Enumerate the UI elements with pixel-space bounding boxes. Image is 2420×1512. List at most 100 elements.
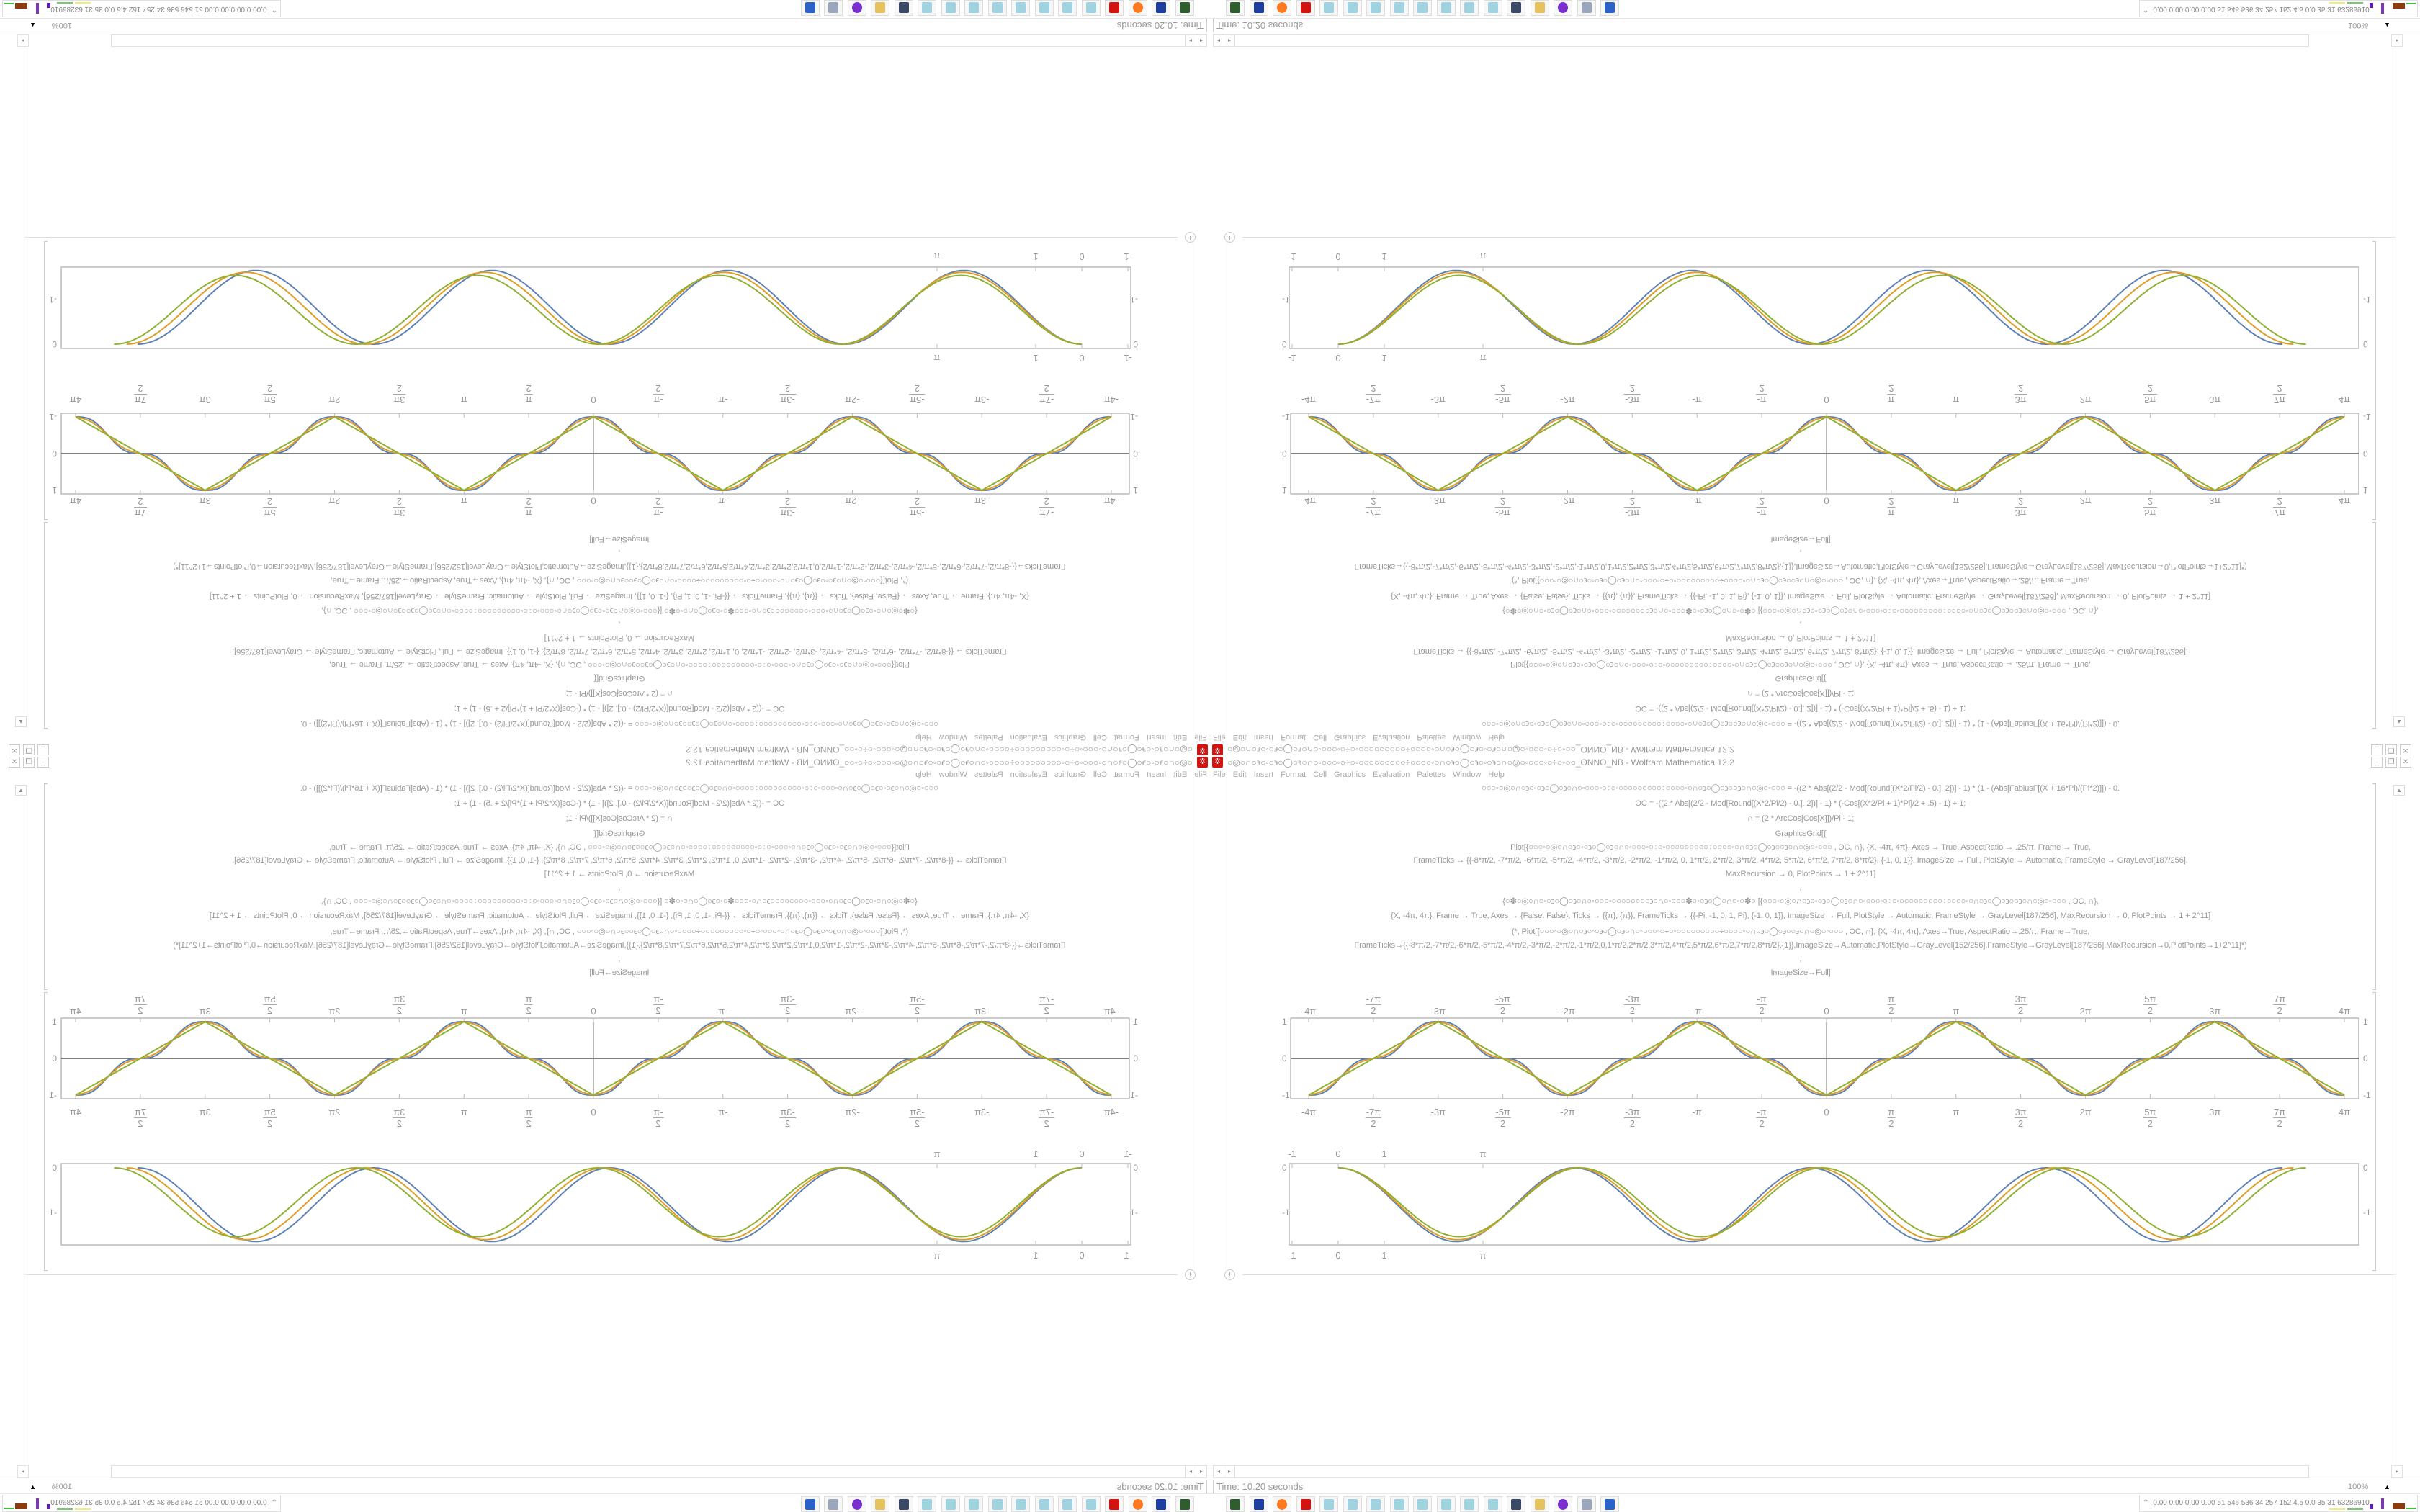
folder-icon[interactable] — [1530, 1496, 1549, 1512]
scroll-right-arrow-icon[interactable]: ▸ — [1185, 35, 1196, 46]
terminal-icon[interactable] — [1175, 1496, 1194, 1512]
purple-app-icon[interactable] — [1554, 0, 1572, 16]
scroll-right-end-icon[interactable]: ▸ — [17, 34, 29, 47]
notepad-icon[interactable] — [1413, 1496, 1432, 1512]
code-line[interactable]: ImageSize→Full] — [1770, 968, 1831, 977]
input-cell-bracket[interactable] — [2372, 783, 2376, 990]
code-line[interactable]: GraphicsGrid[{ — [1775, 829, 1827, 838]
tray-expand-icon[interactable]: ⌃ — [271, 1499, 277, 1507]
monitor-icon[interactable] — [895, 0, 913, 16]
purple-app-icon[interactable] — [1554, 1496, 1572, 1512]
scroll-icon[interactable] — [1577, 0, 1596, 16]
folder-icon[interactable] — [1530, 0, 1549, 16]
firefox-icon[interactable] — [1273, 0, 1291, 16]
horizontal-scrollbar[interactable]: ◂ ▸ — [1213, 34, 2309, 47]
code-line[interactable]: , — [1799, 955, 1802, 963]
notepad-icon[interactable] — [1035, 1496, 1054, 1512]
add-cell-plus-icon[interactable]: + — [1224, 232, 1235, 243]
cell-insertion-line[interactable] — [25, 237, 1178, 238]
scroll-right-arrow-icon[interactable]: ▸ — [1185, 1466, 1196, 1477]
notepad-icon[interactable] — [1483, 1496, 1502, 1512]
terminal-icon[interactable] — [1226, 0, 1245, 16]
add-cell-plus-icon[interactable]: + — [1224, 1269, 1235, 1280]
window-icon[interactable] — [1600, 0, 1619, 16]
zoom-level[interactable]: 100% — [2348, 21, 2369, 30]
mathematica-icon[interactable] — [1105, 0, 1124, 16]
notepad-icon[interactable] — [1366, 1496, 1385, 1512]
output-cell-bracket[interactable] — [2372, 992, 2376, 1271]
restore-button[interactable]: ❐ — [2385, 757, 2397, 768]
zoom-level[interactable]: 100% — [51, 21, 72, 30]
cell-insertion-line[interactable] — [1242, 237, 2395, 238]
monitor-icon[interactable] — [1507, 1496, 1525, 1512]
code-line[interactable]: ϽC = -((2 * Abs[(2/2 - Mod[Round[(X*2/Pi… — [1635, 799, 1966, 808]
close-button[interactable]: ✕ — [2400, 757, 2411, 768]
scroll-right-arrow-icon[interactable]: ▸ — [1224, 35, 1235, 46]
notepad-icon[interactable] — [1483, 0, 1502, 16]
folder-icon[interactable] — [871, 0, 890, 16]
notepad-icon[interactable] — [1389, 1496, 1409, 1512]
notepad-icon[interactable] — [1082, 0, 1101, 16]
notepad-icon[interactable] — [1035, 0, 1054, 16]
notepad-icon[interactable] — [1082, 1496, 1101, 1512]
horizontal-scrollbar[interactable]: ◂ ▸ — [111, 1465, 1207, 1478]
scroll-icon[interactable] — [1577, 1496, 1596, 1512]
zoom-menu-arrow-icon[interactable]: ▲ — [30, 1483, 36, 1490]
notepad-icon[interactable] — [964, 0, 984, 16]
notepad-icon[interactable] — [1460, 1496, 1479, 1512]
floppy-64-icon[interactable] — [1249, 1496, 1268, 1512]
code-line[interactable]: ○○○◦○◎○∩○϶○◦○϶○◯○϶○∩○◦○○○◦○÷○◦○○○○○○○○○÷… — [1482, 784, 2120, 793]
menu-evaluation[interactable]: Evaluation — [1373, 770, 1410, 779]
cell-insertion-line[interactable] — [1242, 1274, 2395, 1275]
menu-cell[interactable]: Cell — [1313, 770, 1327, 779]
menu-window[interactable]: Window — [1453, 770, 1482, 779]
menu-edit[interactable]: Edit — [1232, 770, 1247, 779]
notepad-icon[interactable] — [1319, 0, 1338, 16]
terminal-icon[interactable] — [1226, 1496, 1245, 1512]
floppy-64-icon[interactable] — [1152, 1496, 1171, 1512]
scroll-left-arrow-icon[interactable]: ◂ — [1214, 35, 1224, 46]
terminal-icon[interactable] — [1175, 0, 1194, 16]
purple-app-icon[interactable] — [848, 0, 866, 16]
vertical-scrollbar[interactable]: ▲ — [2393, 43, 2405, 727]
notepad-icon[interactable] — [918, 0, 937, 16]
code-line[interactable]: (*, Plot[{○○○◦○◎○∩○϶○◦○϶○◯○϶○∩○◦○○○◦○÷○◦… — [1511, 927, 2090, 936]
menu-graphics[interactable]: Graphics — [1334, 770, 1366, 779]
notepad-icon[interactable] — [1011, 0, 1031, 16]
notepad-icon[interactable] — [1436, 0, 1456, 16]
code-line[interactable]: Plot[{○○○◦○◎○∩○϶○◦○϶○◯○϶○∩○◦○○○◦○÷○◦○○○○… — [1510, 843, 2091, 852]
scroll-icon[interactable] — [824, 1496, 843, 1512]
menu-help[interactable]: Help — [1488, 770, 1505, 779]
folder-icon[interactable] — [871, 1496, 890, 1512]
code-line[interactable]: FrameTicks → {{-8*π/2, -7*π/2, -6*π/2, -… — [1413, 856, 2188, 865]
scroll-right-end-icon[interactable]: ▸ — [2391, 34, 2403, 47]
add-cell-plus-icon[interactable]: + — [1185, 1269, 1196, 1280]
mathematica-icon[interactable] — [1105, 1496, 1124, 1512]
cell-insertion-line[interactable] — [25, 1274, 1178, 1275]
mathematica-icon[interactable] — [1296, 0, 1315, 16]
code-line[interactable]: ∩ = (2 * ArcCos[Cos[X]])/Pi - 1; — [1747, 814, 1855, 823]
zoom-menu-arrow-icon[interactable]: ▲ — [2384, 1483, 2390, 1490]
notepad-icon[interactable] — [1011, 1496, 1031, 1512]
add-cell-plus-icon[interactable]: + — [1185, 232, 1196, 243]
notepad-icon[interactable] — [1460, 0, 1479, 16]
notepad-icon[interactable] — [918, 1496, 937, 1512]
notepad-icon[interactable] — [1389, 0, 1409, 16]
floppy-64-icon[interactable] — [1249, 0, 1268, 16]
horizontal-scrollbar[interactable]: ◂ ▸ — [111, 34, 1207, 47]
scroll-up-arrow-icon[interactable]: ▲ — [2393, 716, 2405, 727]
scroll-up-arrow-icon[interactable]: ▲ — [2393, 785, 2405, 796]
scroll-up-arrow-icon[interactable]: ▲ — [15, 785, 27, 796]
scroll-right-end-icon[interactable]: ▸ — [2391, 1465, 2403, 1478]
notepad-icon[interactable] — [941, 1496, 960, 1512]
monitor-icon[interactable] — [1507, 0, 1525, 16]
zoom-level[interactable]: 100% — [51, 1482, 72, 1491]
notepad-icon[interactable] — [1058, 0, 1077, 16]
menu-format[interactable]: Format — [1281, 770, 1307, 779]
firefox-icon[interactable] — [1129, 0, 1147, 16]
scroll-left-arrow-icon[interactable]: ◂ — [1196, 1466, 1206, 1477]
tray-expand-icon[interactable]: ⌃ — [2143, 1499, 2149, 1507]
minimize-button[interactable]: _ — [2371, 757, 2383, 768]
notepad-icon[interactable] — [1343, 1496, 1362, 1512]
code-line[interactable]: FrameTicks→{{-8*π/2,-7*π/2,-6*π/2,-5*π/2… — [1354, 941, 2247, 950]
